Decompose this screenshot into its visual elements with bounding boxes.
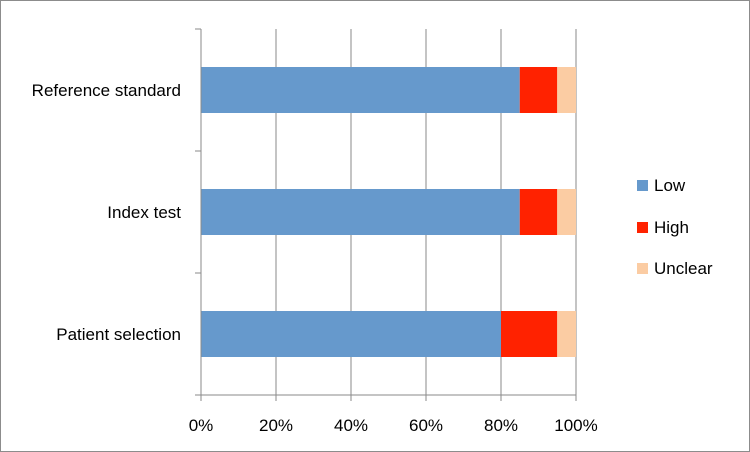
legend-swatch-high — [637, 222, 648, 233]
bar-unclear — [557, 67, 576, 113]
x-tick-label: 80% — [484, 416, 518, 435]
legend-swatch-low — [637, 180, 648, 191]
bars — [201, 67, 576, 357]
bar-high — [519, 189, 558, 235]
category-label: Patient selection — [56, 325, 181, 344]
bar-low — [201, 311, 501, 357]
bar-high — [501, 311, 558, 357]
x-tick-label: 100% — [554, 416, 597, 435]
bar-unclear — [557, 311, 576, 357]
x-tick-label: 40% — [334, 416, 368, 435]
category-labels: Patient selection Index test Reference sta… — [32, 81, 182, 344]
legend: Low High Unclear — [637, 176, 713, 278]
x-tick-label: 0% — [189, 416, 214, 435]
category-label: Reference standard — [32, 81, 181, 100]
legend-swatch-unclear — [637, 263, 648, 274]
bar-high — [519, 67, 558, 113]
legend-label-low: Low — [654, 176, 686, 195]
bar-unclear — [557, 189, 576, 235]
legend-label-high: High — [654, 218, 689, 237]
axes — [195, 28, 577, 401]
bar-low — [201, 67, 520, 113]
x-tick-label: 20% — [259, 416, 293, 435]
legend-label-unclear: Unclear — [654, 259, 713, 278]
category-label: Index test — [107, 203, 181, 222]
bar-low — [201, 189, 520, 235]
x-tick-label: 60% — [409, 416, 443, 435]
x-tick-labels: 0% 20% 40% 60% 80% 100% — [189, 416, 598, 435]
